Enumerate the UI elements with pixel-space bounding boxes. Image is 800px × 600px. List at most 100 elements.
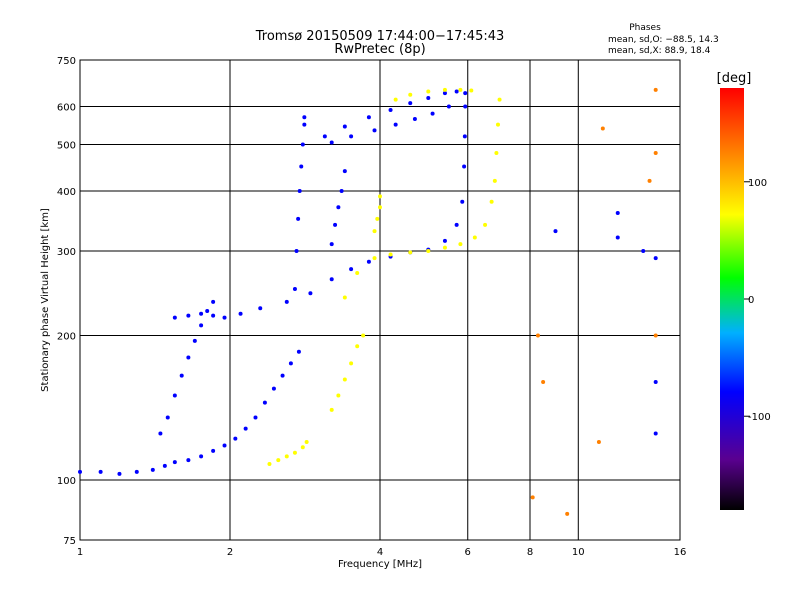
echo-point [495, 122, 500, 127]
echo-point [262, 400, 267, 405]
echo-point [492, 178, 497, 183]
echo-point [375, 216, 380, 221]
echo-point [162, 463, 167, 468]
echo-point [329, 407, 334, 412]
echo-point [388, 108, 393, 113]
echo-point [342, 377, 347, 382]
x-tick-label: 1 [77, 547, 83, 558]
echo-point [117, 471, 122, 476]
echo-point [600, 126, 605, 131]
echo-point [258, 306, 263, 311]
echo-point [222, 315, 227, 320]
echo-point [541, 380, 546, 385]
echo-point [342, 295, 347, 300]
echo-point [494, 151, 499, 156]
echo-point [349, 267, 354, 272]
echo-point [653, 431, 658, 436]
echo-point [349, 361, 354, 366]
echo-point [408, 101, 413, 106]
echo-point [300, 142, 305, 147]
echo-point [284, 454, 289, 459]
echo-point [172, 460, 177, 465]
echo-point [336, 205, 341, 210]
echo-point [253, 415, 258, 420]
echo-point [615, 235, 620, 240]
y-axis-label: Stationary phase Virtual Height [km] [40, 208, 51, 392]
echo-point [462, 134, 467, 139]
echo-point [553, 229, 558, 234]
echo-point [329, 242, 334, 247]
echo-point [199, 311, 204, 316]
echo-point [302, 122, 307, 127]
colorbar-label: [deg] [717, 71, 752, 86]
echo-point [158, 431, 163, 436]
echo-point [292, 450, 297, 455]
echo-point [233, 436, 238, 441]
echo-point [355, 344, 360, 349]
colorbar-tick-label: 100 [748, 178, 767, 189]
echo-point [366, 259, 371, 264]
echo-point [372, 256, 377, 261]
echo-point [336, 393, 341, 398]
echo-point [378, 194, 382, 199]
echo-point [366, 115, 371, 120]
echo-point [308, 291, 313, 296]
echo-point [458, 242, 463, 247]
echo-point [172, 315, 177, 320]
echo-point [300, 445, 305, 450]
phases-header: Phases [629, 23, 661, 33]
echo-point [446, 104, 451, 109]
y-tick-label: 500 [57, 141, 76, 152]
echo-point [134, 469, 139, 474]
echo-point [615, 211, 620, 216]
echo-point [372, 229, 377, 234]
echo-point [454, 222, 459, 227]
echo-point [463, 91, 468, 96]
echo-point [535, 333, 540, 338]
x-tick-label: 4 [377, 547, 383, 558]
echo-point [280, 373, 285, 378]
echo-point [442, 87, 447, 92]
echo-point [292, 287, 297, 292]
echo-point [267, 461, 272, 466]
y-axis-ticks: 75 100 200 300 400 500 600 750 [57, 56, 76, 547]
echo-point [186, 458, 191, 463]
echo-point [284, 299, 289, 304]
colorbar-tick-label: 0 [748, 295, 754, 306]
echo-point [361, 333, 366, 338]
echo-point [641, 249, 646, 254]
phases-stat-x: mean, sd,X: 88.9, 18.4 [608, 46, 711, 56]
echo-point [393, 122, 398, 127]
echo-point [483, 222, 488, 227]
echo-point [276, 458, 281, 463]
echo-point [472, 235, 477, 240]
echo-point [342, 124, 347, 129]
echo-point [469, 88, 474, 93]
echo-point [288, 361, 293, 366]
echo-point [179, 373, 184, 378]
x-axis-ticks: 1 2 4 6 8 10 16 [77, 547, 687, 558]
echo-point [294, 249, 299, 254]
echo-point [302, 115, 307, 120]
echo-point [408, 92, 413, 97]
phases-stat-o: mean, sd,O: −88.5, 14.3 [608, 35, 719, 45]
echo-point [329, 140, 334, 145]
echo-point [647, 178, 652, 183]
echo-point [408, 250, 413, 255]
echo-point [378, 205, 382, 210]
x-axis-label: Frequency [MHz] [338, 559, 422, 570]
x-tick-label: 8 [527, 547, 533, 558]
x-tick-label: 2 [227, 547, 233, 558]
echo-point [192, 338, 197, 343]
echo-point [460, 199, 465, 204]
echo-point [211, 299, 216, 304]
echo-point [186, 313, 191, 318]
chart-subtitle: RwPretec (8p) [334, 42, 425, 57]
echo-point [172, 393, 177, 398]
echo-point [388, 252, 393, 257]
echo-point [463, 104, 468, 109]
echo-point [243, 426, 248, 431]
x-tick-label: 16 [674, 547, 687, 558]
y-tick-label: 600 [57, 103, 76, 114]
echo-point [653, 256, 658, 261]
